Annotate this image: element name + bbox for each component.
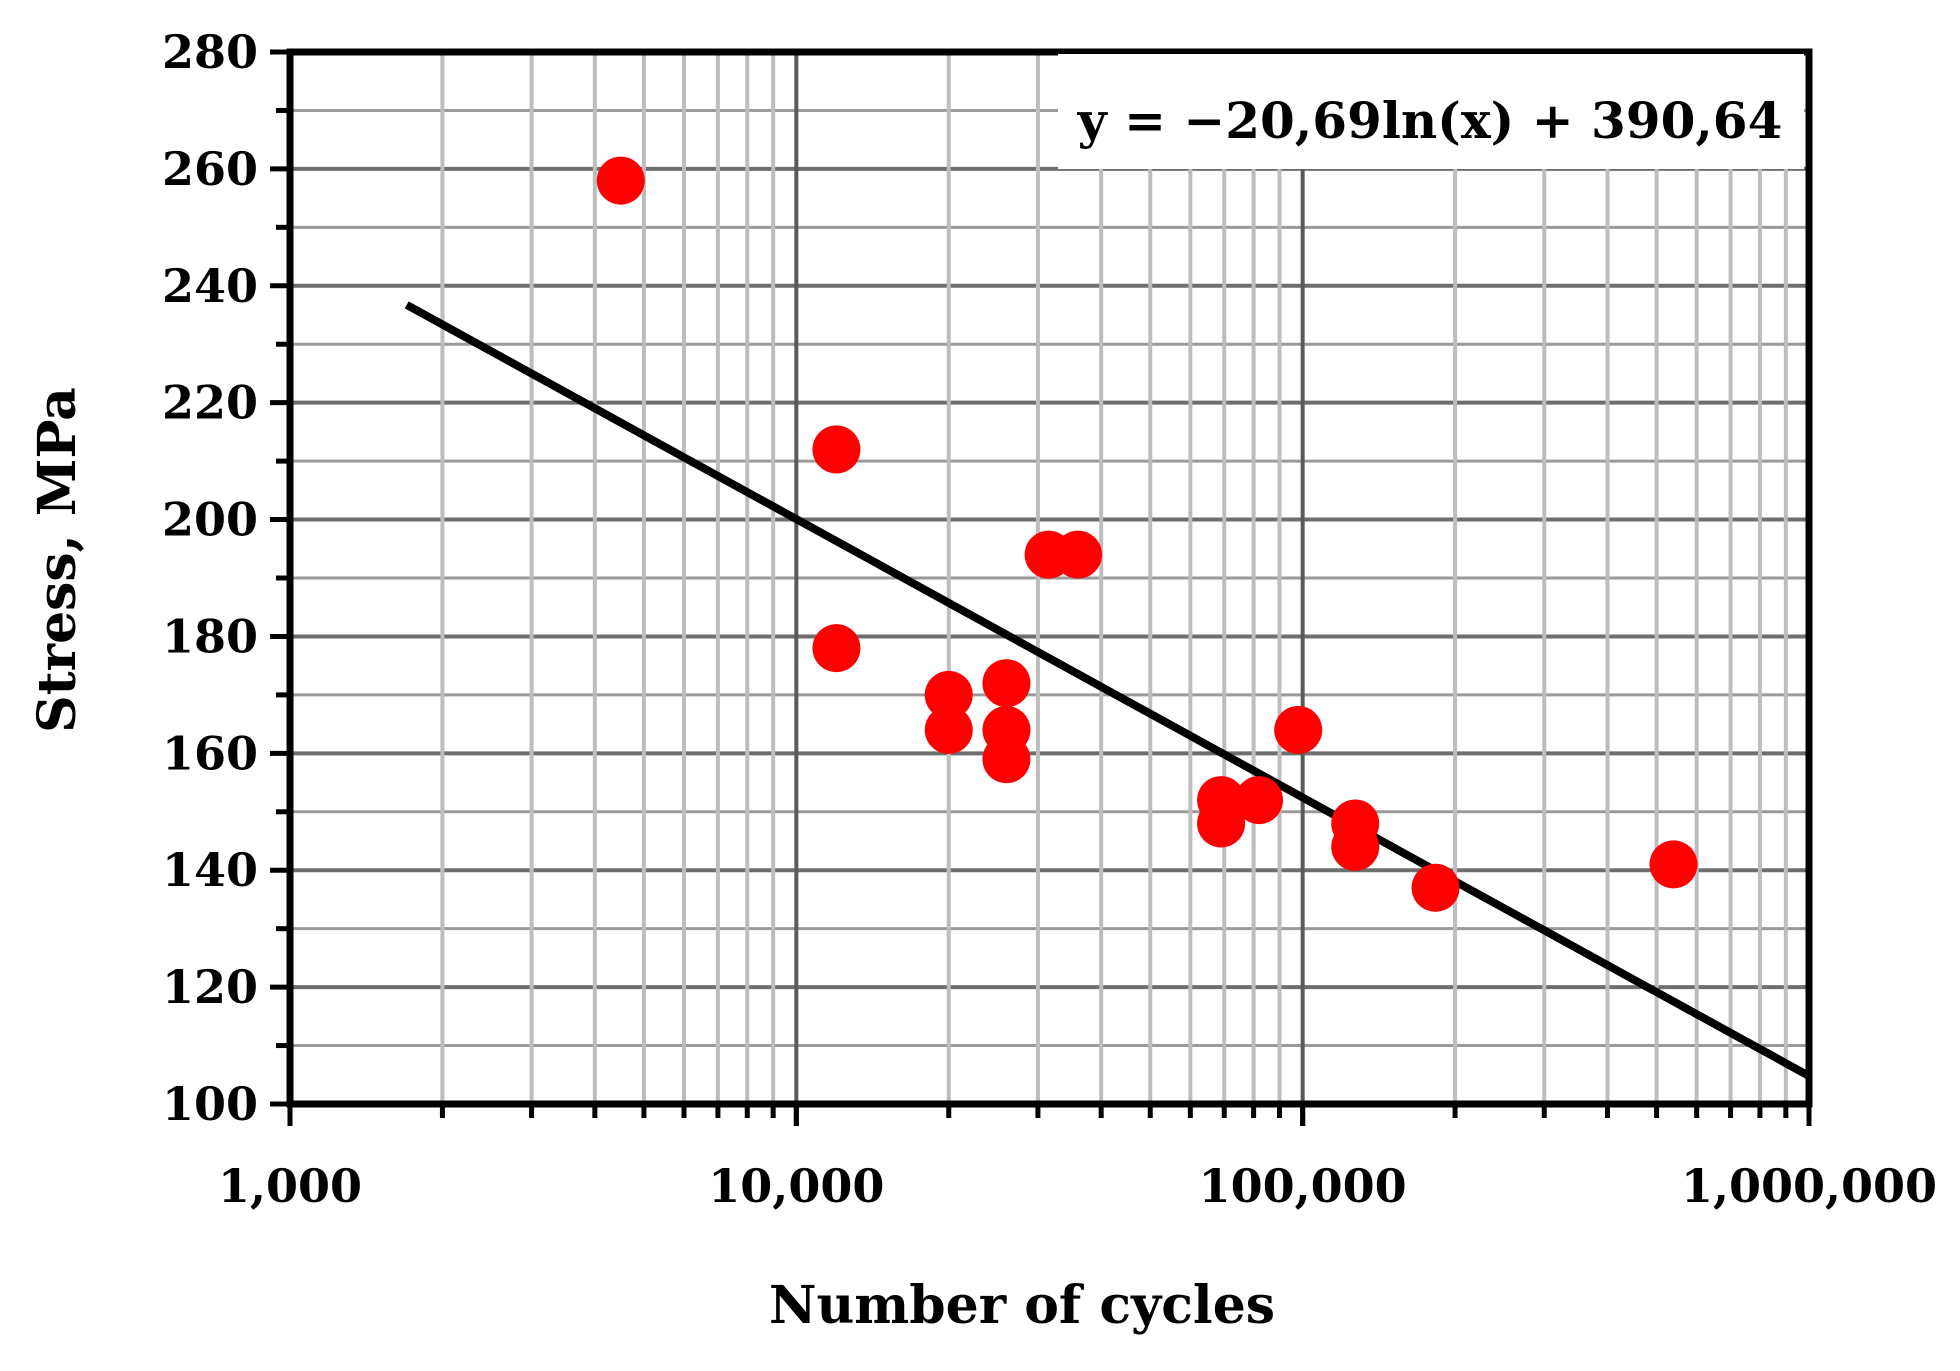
y-tick-label: 220 <box>162 376 258 430</box>
data-point <box>982 659 1031 708</box>
data-point <box>812 425 861 474</box>
grid <box>290 52 1809 1104</box>
x-tick-label: 1,000 <box>218 1159 362 1213</box>
data-point <box>1331 822 1380 871</box>
data-points <box>596 156 1698 912</box>
data-point <box>1411 863 1460 912</box>
trendline <box>404 301 1811 1080</box>
data-point <box>596 156 645 205</box>
data-point <box>1235 776 1284 825</box>
y-axis-title: Stress, MPa <box>27 387 88 733</box>
x-ticks: 1,000 10,000 100,000 1,000,000 <box>218 1104 1937 1213</box>
y-tick-label: 260 <box>162 142 258 196</box>
data-point <box>812 624 861 673</box>
y-tick-label: 160 <box>162 726 258 780</box>
data-point <box>1649 840 1698 889</box>
data-point <box>982 735 1031 784</box>
data-point <box>924 670 973 719</box>
x-tick-label: 100,000 <box>1199 1159 1407 1213</box>
y-tick-label: 280 <box>162 25 258 79</box>
trendline-equation: y = −20,69ln(x) + 390,64 <box>1077 91 1783 150</box>
y-tick-label: 240 <box>162 259 258 313</box>
y-tick-label: 120 <box>162 960 258 1014</box>
data-point <box>1197 799 1246 848</box>
y-tick-label: 140 <box>162 843 258 897</box>
equation-box-bg <box>1058 54 1804 169</box>
y-ticks: 100 120 140 160 180 200 220 240 260 280 <box>162 25 290 1131</box>
y-tick-label: 180 <box>162 609 258 663</box>
data-point <box>1274 705 1323 754</box>
y-tick-label: 100 <box>162 1077 258 1131</box>
equation-box: y = −20,69ln(x) + 390,64 <box>1058 54 1804 169</box>
x-axis-title: Number of cycles <box>769 1275 1275 1336</box>
y-tick-label: 200 <box>162 493 258 547</box>
data-point <box>1054 530 1103 579</box>
data-point <box>924 705 973 754</box>
x-tick-label: 10,000 <box>708 1159 884 1213</box>
x-tick-label: 1,000,000 <box>1681 1159 1937 1213</box>
trendline-group <box>404 301 1811 1080</box>
